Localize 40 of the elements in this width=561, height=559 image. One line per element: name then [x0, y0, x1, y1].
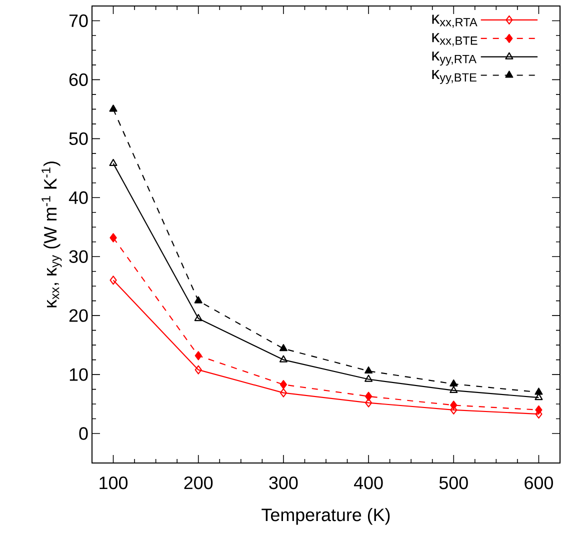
y-tick-label: 70 — [69, 14, 88, 28]
y-tick-label: 60 — [69, 73, 88, 86]
legend-label: κ$_{xx,RTA}$ — [432, 14, 478, 28]
point — [364, 366, 373, 374]
legend-label: κ$_{xx,BTE}$ — [432, 33, 478, 46]
point — [194, 314, 202, 322]
point — [364, 392, 372, 401]
point — [279, 355, 288, 362]
point — [364, 374, 373, 382]
x-tick-label: 400 — [354, 476, 383, 490]
point — [194, 296, 202, 304]
legend-label: κ$_{yy,BTE}$ — [432, 70, 476, 84]
y-tick-label: 20 — [69, 309, 88, 322]
point — [194, 365, 202, 374]
y-tick-label: 30 — [69, 250, 88, 263]
point — [194, 351, 202, 360]
point — [279, 344, 288, 352]
legend-label: κ$_{yy,RTA}$ — [432, 52, 476, 66]
point — [110, 233, 117, 242]
point — [535, 405, 542, 414]
point — [109, 158, 118, 166]
x-tick-label: 100 — [100, 476, 128, 490]
point — [534, 388, 543, 395]
y-tick-label: 40 — [68, 191, 88, 204]
point — [280, 388, 288, 398]
point — [450, 386, 458, 394]
point — [450, 379, 458, 387]
x-tick-label: 300 — [269, 476, 298, 490]
x-tick-label: 500 — [439, 476, 468, 490]
point — [450, 400, 458, 410]
y-tick-label: 50 — [69, 132, 88, 146]
point — [280, 380, 288, 390]
y-tick-label: 0 — [79, 427, 88, 440]
text: κ$_{xx}$, κ$_{yy}$ (W m$^{-1}$ K$^{-1}$) — [42, 162, 62, 308]
x-tick-label: 200 — [184, 476, 213, 490]
x-axis-title: Temperature (K) — [262, 508, 390, 525]
x-tick-label: 600 — [524, 476, 553, 490]
point — [109, 104, 118, 112]
point — [110, 276, 117, 285]
y-tick-label: 10 — [70, 368, 88, 381]
